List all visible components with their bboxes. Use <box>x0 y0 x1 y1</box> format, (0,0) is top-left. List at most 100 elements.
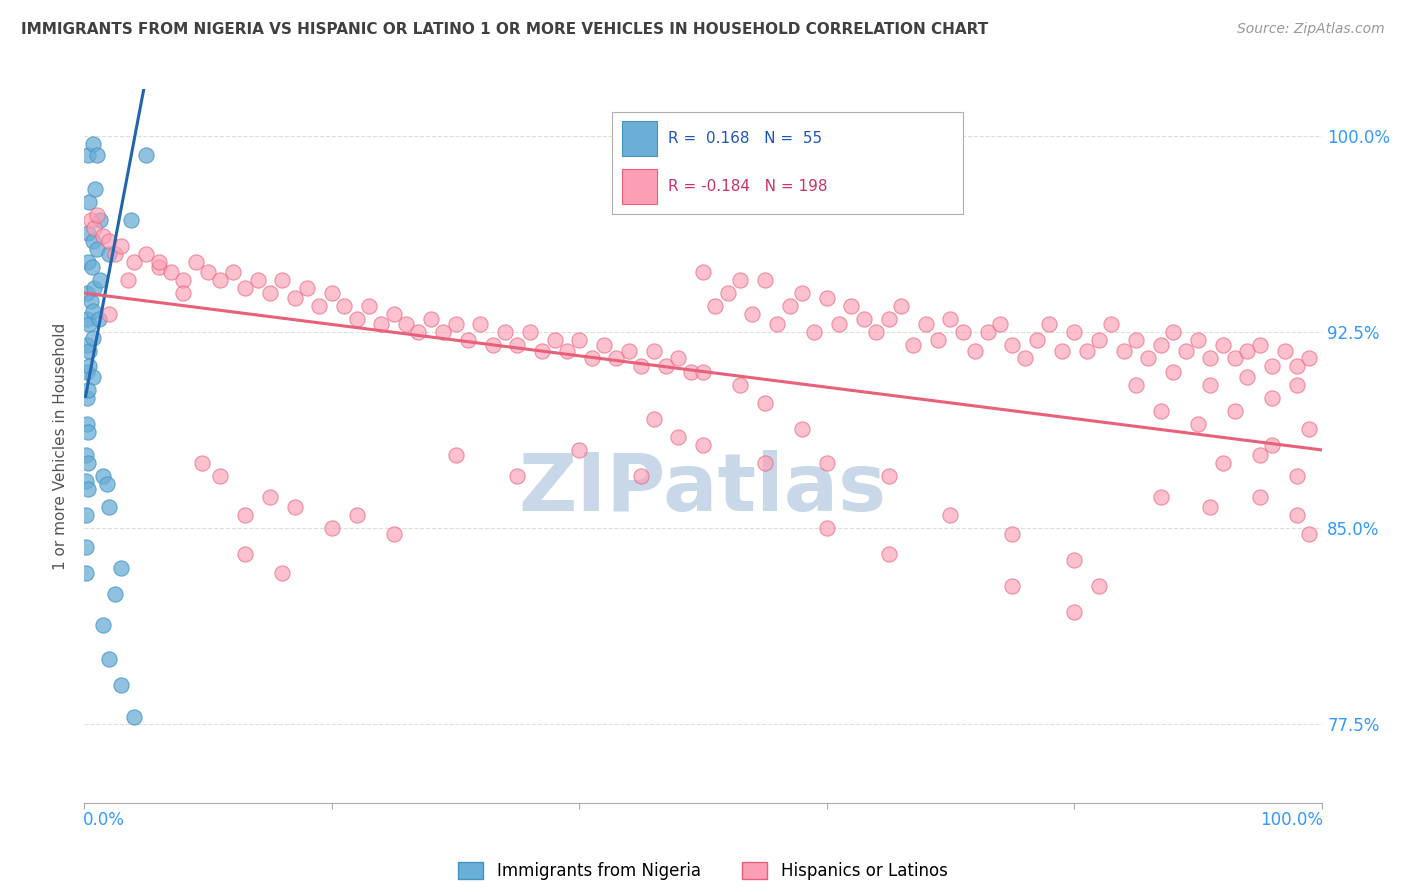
Point <box>82 304 104 318</box>
Point <box>692 364 714 378</box>
Point <box>395 318 418 332</box>
Point <box>76 391 98 405</box>
Point <box>444 318 467 332</box>
Point <box>233 548 256 562</box>
Point <box>333 299 356 313</box>
Point <box>717 286 740 301</box>
Point <box>754 456 776 470</box>
Point <box>110 560 132 574</box>
Point <box>741 307 763 321</box>
Point <box>75 540 97 554</box>
Point <box>271 273 294 287</box>
Point <box>135 247 157 261</box>
Point <box>1050 343 1073 358</box>
Point <box>79 213 101 227</box>
Point <box>271 566 294 580</box>
Point <box>877 312 900 326</box>
Point <box>1063 552 1085 566</box>
Point <box>233 281 256 295</box>
Point <box>1236 343 1258 358</box>
Point <box>803 326 825 340</box>
Point <box>83 220 105 235</box>
Point <box>82 137 104 152</box>
Point <box>841 299 863 313</box>
Point <box>1038 318 1060 332</box>
Point <box>77 254 100 268</box>
Point <box>914 318 936 332</box>
Point <box>815 521 838 535</box>
Point <box>1161 326 1184 340</box>
Text: IMMIGRANTS FROM NIGERIA VS HISPANIC OR LATINO 1 OR MORE VEHICLES IN HOUSEHOLD CO: IMMIGRANTS FROM NIGERIA VS HISPANIC OR L… <box>21 22 988 37</box>
Point <box>965 343 987 358</box>
Point <box>1261 391 1284 405</box>
Point <box>1014 351 1036 366</box>
Point <box>1249 448 1271 462</box>
Point <box>470 318 492 332</box>
Point <box>1150 403 1173 417</box>
Point <box>135 147 157 161</box>
Point <box>952 326 974 340</box>
Point <box>543 333 565 347</box>
Point <box>519 326 541 340</box>
Point <box>346 508 368 523</box>
Point <box>568 442 591 457</box>
Point <box>284 500 307 515</box>
Point <box>76 312 98 326</box>
Point <box>172 273 194 287</box>
Text: 100.0%: 100.0% <box>1260 811 1323 829</box>
Point <box>76 286 98 301</box>
Point <box>643 411 665 425</box>
Point <box>209 273 232 287</box>
Point <box>976 326 998 340</box>
Point <box>77 425 100 439</box>
Point <box>148 254 170 268</box>
Point <box>76 338 98 352</box>
Point <box>98 247 121 261</box>
Point <box>1174 343 1197 358</box>
Point <box>98 234 121 248</box>
Point <box>1298 526 1320 541</box>
Text: ZIPatlas: ZIPatlas <box>519 450 887 528</box>
Bar <box>621 169 657 204</box>
Point <box>754 273 776 287</box>
Point <box>666 351 689 366</box>
Point <box>1137 351 1160 366</box>
Point <box>284 291 307 305</box>
Text: R = -0.184   N = 198: R = -0.184 N = 198 <box>668 179 827 194</box>
Point <box>939 508 962 523</box>
Point <box>122 709 145 723</box>
Point <box>1285 377 1308 392</box>
Point <box>382 307 405 321</box>
Point <box>82 330 104 344</box>
Point <box>531 343 554 358</box>
Point <box>184 254 207 268</box>
Point <box>79 343 101 358</box>
Point <box>481 338 503 352</box>
Point <box>79 293 101 308</box>
Point <box>86 242 108 256</box>
Point <box>77 482 100 496</box>
Point <box>1199 377 1222 392</box>
Point <box>104 587 127 601</box>
Point <box>77 147 100 161</box>
Point <box>692 438 714 452</box>
Point <box>779 299 801 313</box>
Text: 0.0%: 0.0% <box>83 811 125 829</box>
Point <box>77 226 100 240</box>
Point <box>1261 359 1284 374</box>
Point <box>77 383 100 397</box>
Point <box>666 430 689 444</box>
Point <box>1249 490 1271 504</box>
Point <box>1001 579 1024 593</box>
Point <box>209 469 232 483</box>
Point <box>89 312 111 326</box>
Point <box>1212 338 1234 352</box>
Point <box>222 265 245 279</box>
Point <box>728 273 751 287</box>
Point <box>593 338 616 352</box>
Y-axis label: 1 or more Vehicles in Household: 1 or more Vehicles in Household <box>53 322 69 570</box>
Point <box>1285 508 1308 523</box>
Point <box>939 312 962 326</box>
Point <box>76 364 98 378</box>
Point <box>1187 333 1209 347</box>
